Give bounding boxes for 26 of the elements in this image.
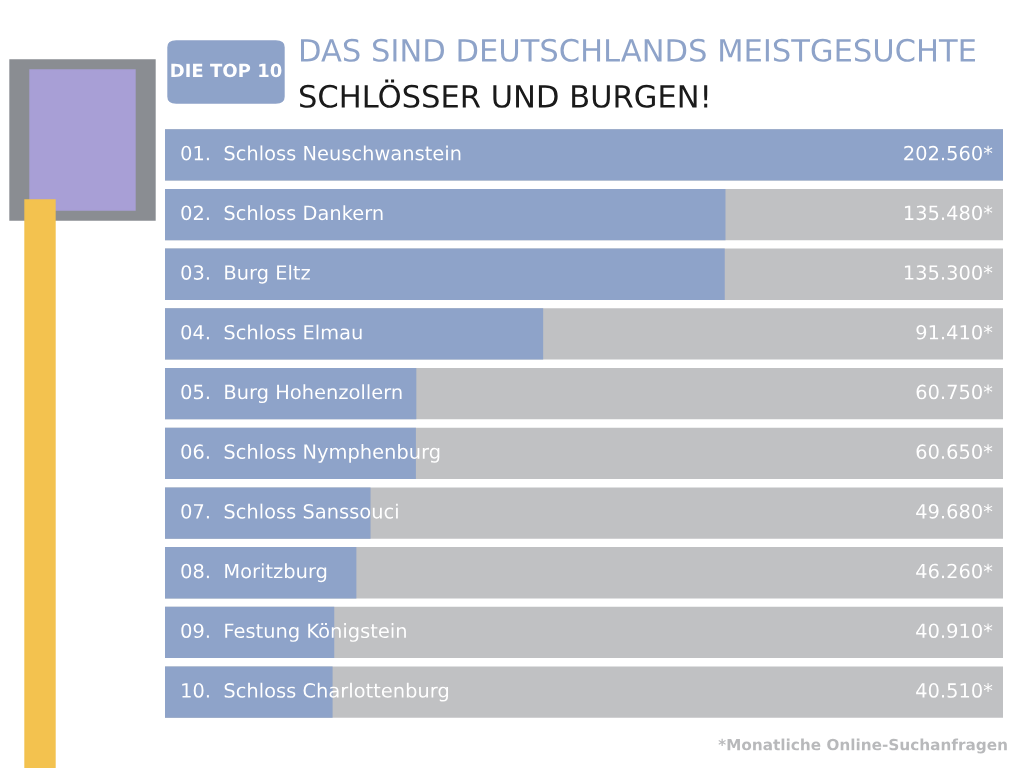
- data-label: 202.560*: [904, 145, 993, 161]
- text: DIE TOP 10: [171, 63, 282, 78]
- y-tick-label: 04. Schloss Elmau: [181, 324, 362, 340]
- bar: [165, 367, 417, 420]
- data-label: 135.480*: [904, 205, 993, 221]
- chart-subtitle: SCHLÖSSER UND BURGEN!: [300, 79, 708, 108]
- chart-title: DAS SIND DEUTSCHLANDS MEISTGESUCHTE: [301, 38, 975, 62]
- data-label: 40.510*: [916, 683, 993, 698]
- data-label: 60.650*: [916, 444, 993, 459]
- text: *Monatliche Online-Suchanfragen: [718, 738, 1007, 754]
- y-tick-label: 10. Schloss Charlottenburg: [182, 682, 449, 702]
- y-tick-label: 03. Burg Eltz: [181, 264, 310, 284]
- data-label: 135.300*: [904, 265, 993, 280]
- bar: [165, 547, 357, 599]
- data-label: 60.750*: [916, 384, 993, 400]
- data-label: 49.680*: [916, 503, 993, 519]
- y-tick-label: 09. Festung Königstein: [181, 623, 406, 642]
- data-label: 46.260*: [916, 563, 993, 579]
- y-tick-label: 06. Schloss Nymphenburg: [181, 443, 440, 463]
- data-label: 91.410*: [916, 324, 993, 340]
- y-tick-label: 02. Schloss Dankern: [181, 205, 383, 221]
- y-tick-label: 05. Burg Hohenzollern: [181, 384, 402, 404]
- y-tick-label: 07. Schloss Sanssouci: [181, 503, 398, 519]
- data-label: 40.910*: [916, 623, 993, 639]
- y-tick-label: 08. Moritzburg: [181, 563, 327, 583]
- y-tick-label: 01. Schloss Neuschwanstein: [181, 145, 461, 161]
